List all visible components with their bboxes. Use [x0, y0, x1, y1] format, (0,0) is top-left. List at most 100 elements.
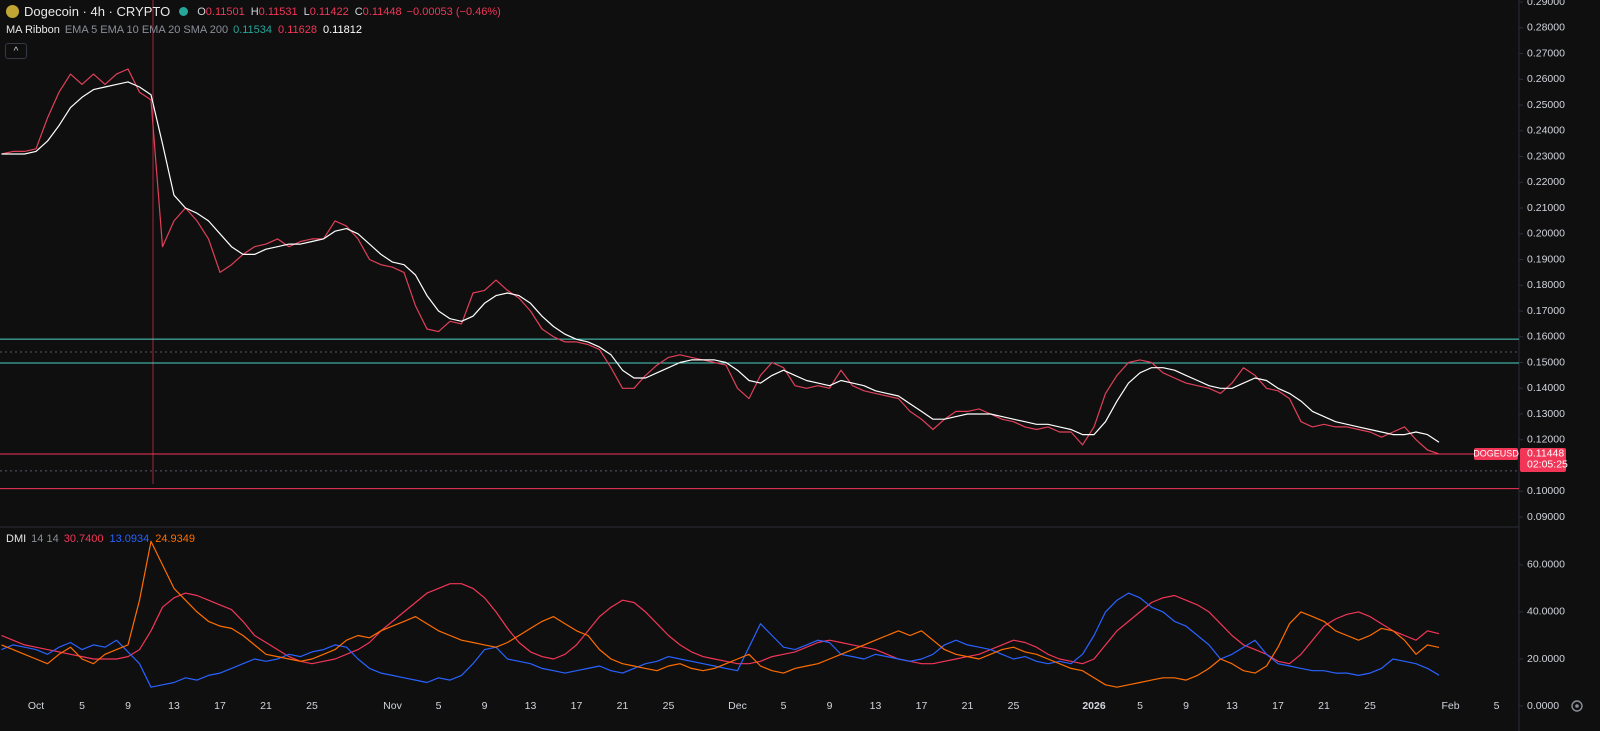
x-tick-label: Dec: [728, 700, 747, 712]
indicator-value: 13.0934: [109, 533, 150, 545]
x-tick-label: 21: [260, 700, 272, 712]
ma-legend: MA Ribbon EMA 5 EMA 10 EMA 20 SMA 200 0.…: [6, 24, 362, 36]
ohlc-item: O0.11501: [197, 6, 245, 18]
indicator-params: EMA 5 EMA 10 EMA 20 SMA 200: [64, 24, 229, 36]
x-tick-label: 17: [214, 700, 226, 712]
x-tick-label: 5: [79, 700, 85, 712]
x-tick-label: 25: [1364, 700, 1376, 712]
y-tick-label: 0.22000: [1527, 176, 1565, 188]
y-tick-label: 0.12000: [1527, 434, 1565, 446]
ohlc: O0.11501 H0.11531 L0.11422 C0.11448: [197, 6, 401, 18]
y-tick-label: 0.26000: [1527, 73, 1565, 85]
ohlc-label: L: [303, 5, 310, 18]
collapse-button[interactable]: ^: [5, 43, 27, 59]
y-tick-label: 0.23000: [1527, 150, 1565, 162]
y-tick-label: 0.27000: [1527, 47, 1565, 59]
y-tick-label: 0.28000: [1527, 22, 1565, 34]
y-tick-label: 0.14000: [1527, 382, 1565, 394]
ohlc-label: C: [354, 5, 363, 18]
x-tick-label: 17: [916, 700, 928, 712]
settings-icon[interactable]: [1571, 700, 1583, 712]
coin-icon: [6, 5, 19, 18]
ohlc-value: 0.11448: [362, 5, 402, 18]
x-tick-label: 13: [525, 700, 537, 712]
ohlc-value: 0.11422: [309, 5, 349, 18]
indicator-value: 30.7400: [63, 533, 104, 545]
countdown-label: 02:05:25: [1527, 459, 1568, 471]
ohlc-value: 0.11501: [205, 5, 245, 18]
x-tick-label: Oct: [28, 700, 44, 712]
price-change: −0.00053 (−0.46%): [406, 5, 501, 18]
y-tick-label: 0.20000: [1527, 228, 1565, 240]
indicator-value: 0.11812: [322, 24, 362, 36]
y-tick-label: 60.0000: [1527, 559, 1565, 571]
x-tick-label: 25: [1008, 700, 1020, 712]
symbol-header: Dogecoin · 4h · CRYPTO O0.11501 H0.11531 L…: [6, 4, 501, 19]
ohlc-label: H: [250, 5, 259, 18]
symbol-tag-label: DOGEUSD: [1473, 448, 1519, 458]
market-status: [179, 7, 189, 16]
symbol-tag: [1474, 447, 1518, 460]
indicator-name: MA Ribbon: [6, 24, 60, 36]
ohlc-item: H0.11531: [251, 6, 298, 18]
dmi-legend: DMI 14 14 30.7400 13.0934 24.9349: [6, 533, 195, 545]
series-line: [1, 583, 1440, 665]
ohlc-value: 0.11531: [258, 5, 298, 18]
y-tick-label: 0.0000: [1527, 700, 1559, 712]
x-tick-label: 21: [1318, 700, 1330, 712]
indicator-values: 0.11534 0.11628 0.11812: [233, 24, 362, 36]
x-tick-label: Nov: [383, 700, 402, 712]
indicator-value: 24.9349: [155, 533, 195, 545]
y-tick-label: 0.25000: [1527, 99, 1565, 111]
x-tick-label: 5: [781, 700, 787, 712]
x-tick-label: Feb: [1441, 700, 1459, 712]
ohlc-item: C0.11448: [355, 6, 402, 18]
x-tick-label: 21: [617, 700, 629, 712]
last-price-label: 0.11448: [1527, 448, 1564, 460]
y-tick-label: 0.29000: [1527, 0, 1565, 8]
symbol-title: Dogecoin · 4h · CRYPTO: [24, 4, 171, 19]
y-tick-label: 0.16000: [1527, 331, 1565, 343]
x-tick-label: 9: [1183, 700, 1189, 712]
y-tick-label: 0.15000: [1527, 356, 1565, 368]
series-line: [1, 68, 1440, 455]
x-tick-label: 2026: [1082, 700, 1106, 712]
x-tick-label: 13: [168, 700, 180, 712]
series-line: [1, 592, 1440, 688]
x-tick-label: 21: [962, 700, 974, 712]
settings-dot: [1575, 704, 1579, 708]
indicator-params: 14 14: [31, 533, 59, 545]
x-tick-label: 9: [125, 700, 131, 712]
x-tick-label: 5: [436, 700, 442, 712]
y-tick-label: 0.10000: [1527, 485, 1565, 497]
y-tick-label: 0.18000: [1527, 279, 1565, 291]
indicator-name: DMI: [6, 533, 27, 545]
x-tick-label: 25: [663, 700, 675, 712]
y-tick-label: 40.0000: [1527, 606, 1565, 618]
y-tick-label: 0.13000: [1527, 408, 1565, 420]
x-tick-label: 5: [1137, 700, 1143, 712]
indicator-value: 0.11628: [278, 24, 317, 36]
ohlc-label: O: [197, 5, 206, 18]
x-tick-label: 9: [827, 700, 833, 712]
last-price-box: [1520, 447, 1566, 472]
ohlc-item: L0.11422: [304, 6, 349, 18]
x-tick-label: 25: [306, 700, 318, 712]
x-tick-label: 9: [482, 700, 488, 712]
x-tick-label: 17: [1272, 700, 1284, 712]
y-tick-label: 0.09000: [1527, 511, 1565, 523]
series-line: [1, 540, 1440, 688]
y-tick-label: 20.0000: [1527, 653, 1565, 665]
series-line: [1, 81, 1440, 443]
settings-ring: [1571, 700, 1583, 712]
x-tick-label: 5: [1494, 700, 1500, 712]
y-tick-label: 0.17000: [1527, 305, 1565, 317]
x-tick-label: 13: [1226, 700, 1238, 712]
indicator-value: 0.11534: [233, 24, 273, 36]
x-tick-label: 13: [870, 700, 882, 712]
x-tick-label: 17: [571, 700, 583, 712]
indicator-values: 30.7400 13.0934 24.9349: [64, 533, 195, 545]
y-tick-label: 0.21000: [1527, 202, 1565, 214]
